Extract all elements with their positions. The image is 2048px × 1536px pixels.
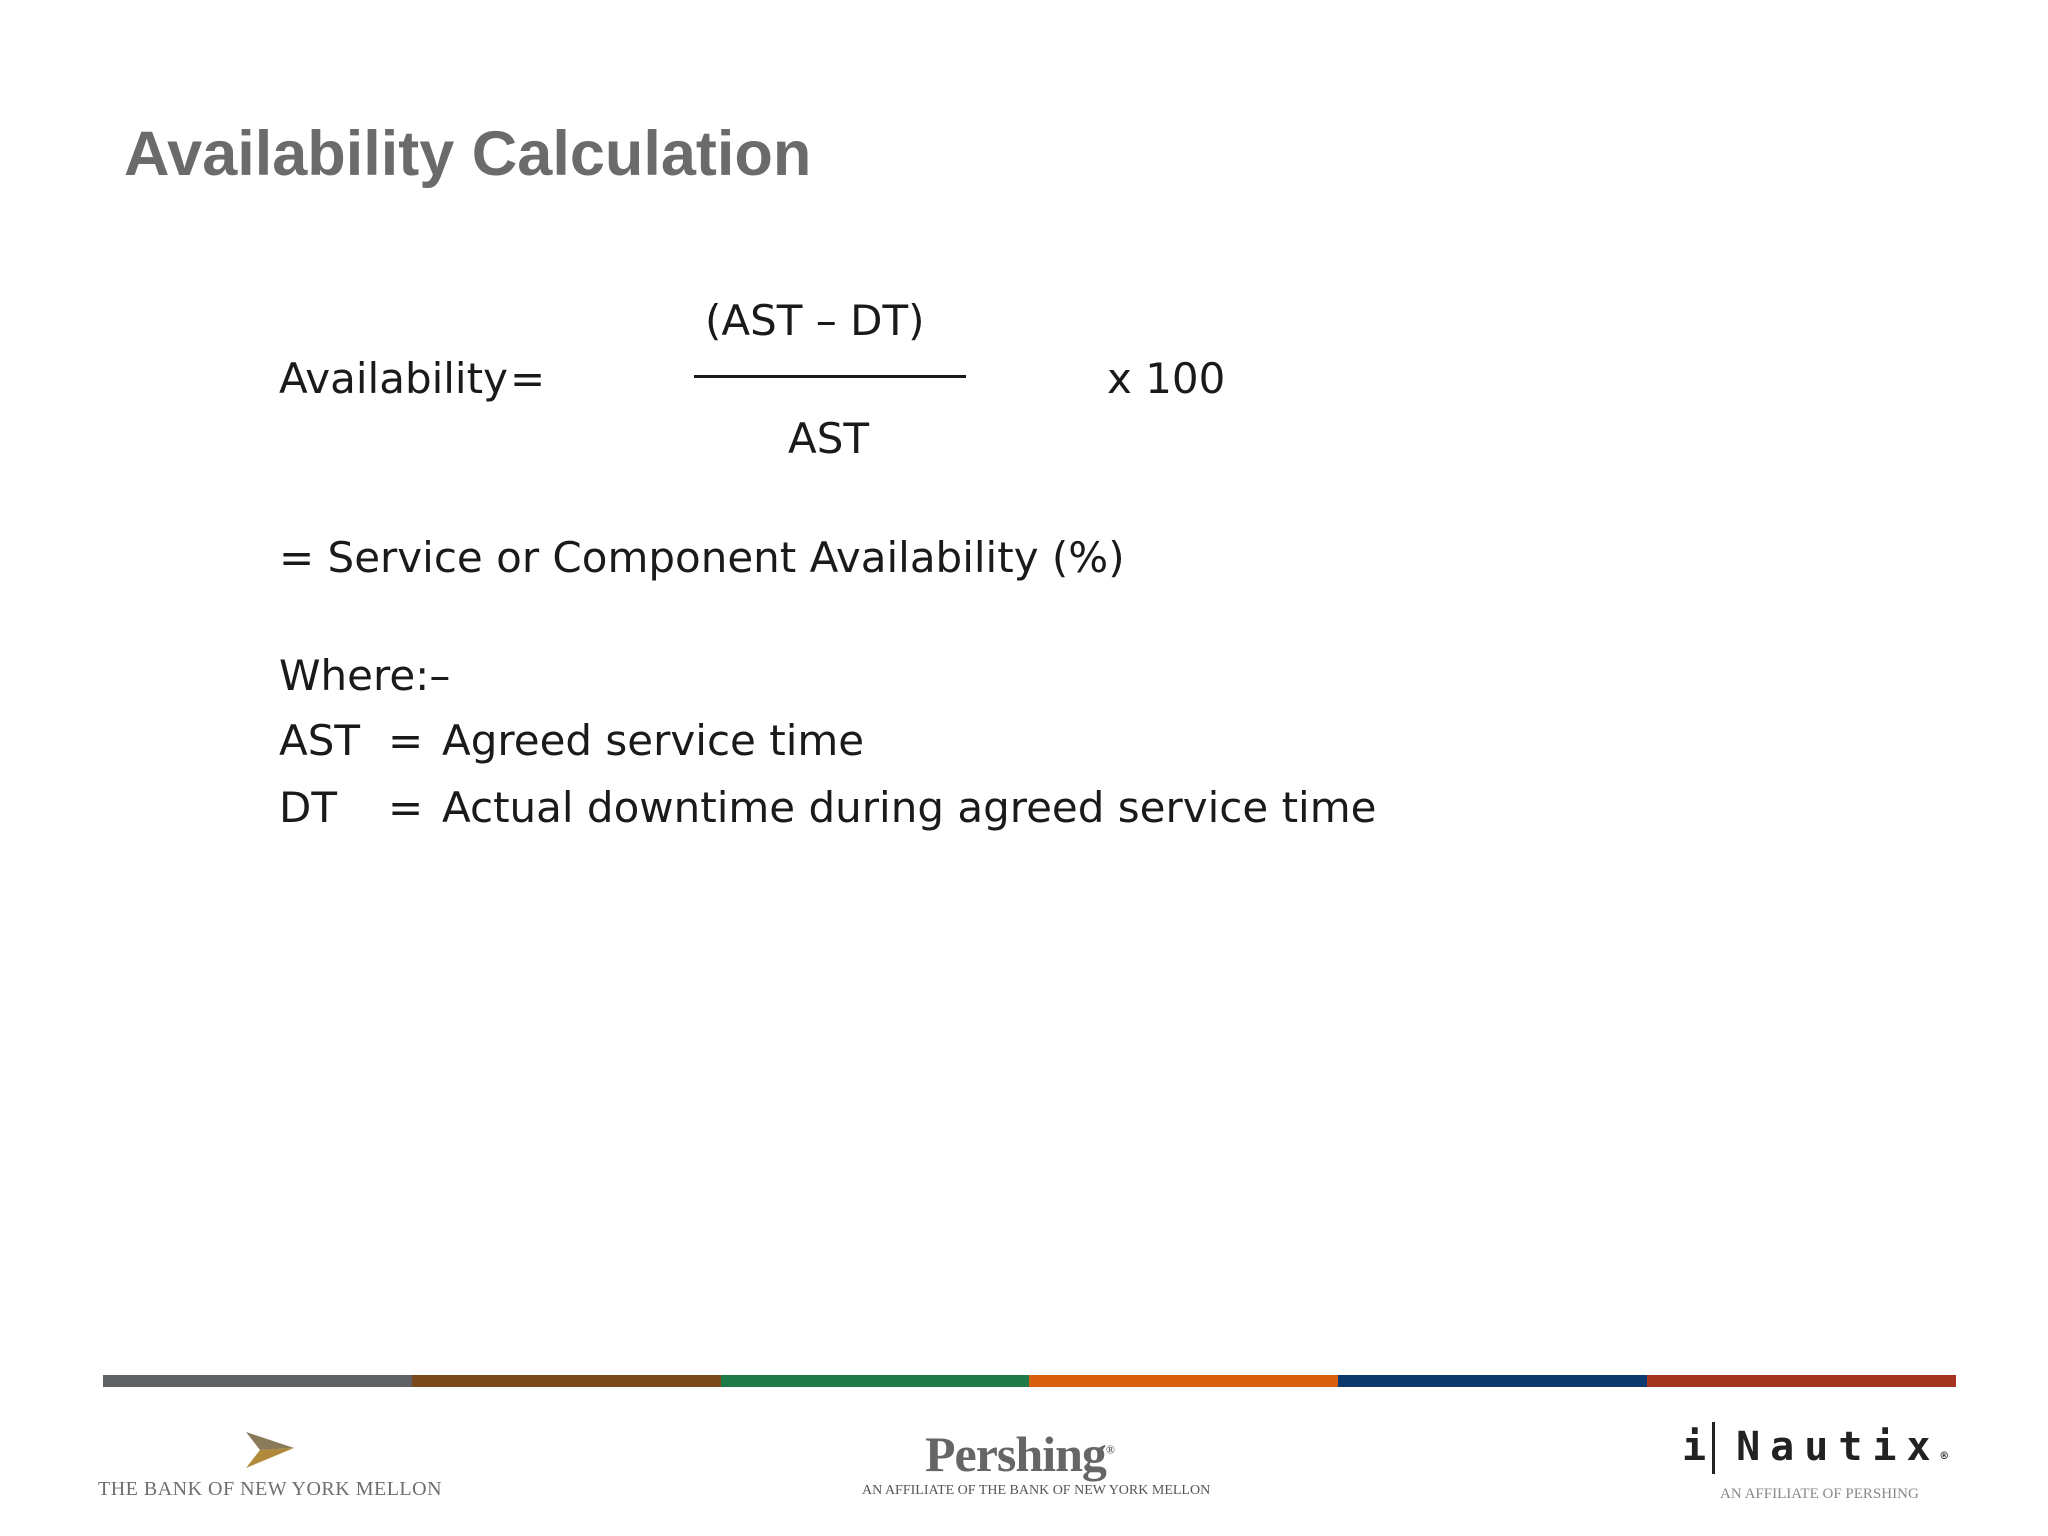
definition-term: AST	[279, 716, 361, 765]
definitions-heading: Where:–	[279, 651, 451, 700]
footer-color-bar	[103, 1375, 1956, 1387]
registered-mark: ®	[1105, 1442, 1115, 1457]
color-bar-segment	[1338, 1375, 1648, 1387]
bny-mellon-name: THE BANK OF NEW YORK MELLON	[98, 1478, 443, 1500]
color-bar-segment	[1029, 1375, 1339, 1387]
formula-denominator: AST	[788, 414, 870, 463]
pershing-logo-text: Pershing®	[925, 1425, 1115, 1483]
inautix-affiliate-text: AN AFFILIATE OF PERSHING	[1720, 1486, 1919, 1502]
registered-mark: ®	[1940, 1449, 1948, 1463]
pershing-affiliate-text: AN AFFILIATE OF THE BANK OF NEW YORK MEL…	[862, 1483, 1211, 1498]
color-bar-segment	[103, 1375, 412, 1387]
fraction-line	[694, 375, 966, 378]
formula-numerator: (AST – DT)	[705, 296, 925, 345]
color-bar-segment	[411, 1375, 721, 1387]
inautix-i: i	[1682, 1424, 1717, 1470]
formula-lhs: Availability	[279, 354, 508, 403]
definition-term: DT	[279, 783, 337, 832]
color-bar-segment	[1647, 1375, 1956, 1387]
formula-equals: =	[510, 354, 546, 403]
definition-meaning: Agreed service time	[442, 716, 865, 765]
color-bar-segment	[720, 1375, 1030, 1387]
pershing-name: Pershing	[925, 1426, 1107, 1482]
inautix-rest: Nautix	[1736, 1424, 1941, 1470]
bny-mellon-logo-icon	[246, 1432, 294, 1468]
formula-multiplier: x 100	[1107, 354, 1226, 403]
definition-meaning: Actual downtime during agreed service ti…	[442, 783, 1377, 832]
formula-result-line: = Service or Component Availability (%)	[279, 533, 1125, 582]
definition-equals: =	[388, 783, 424, 832]
slide-title: Availability Calculation	[124, 119, 812, 189]
inautix-divider	[1712, 1422, 1715, 1474]
inautix-logo-text: i Nautix®	[1682, 1424, 1948, 1470]
definition-equals: =	[388, 716, 424, 765]
